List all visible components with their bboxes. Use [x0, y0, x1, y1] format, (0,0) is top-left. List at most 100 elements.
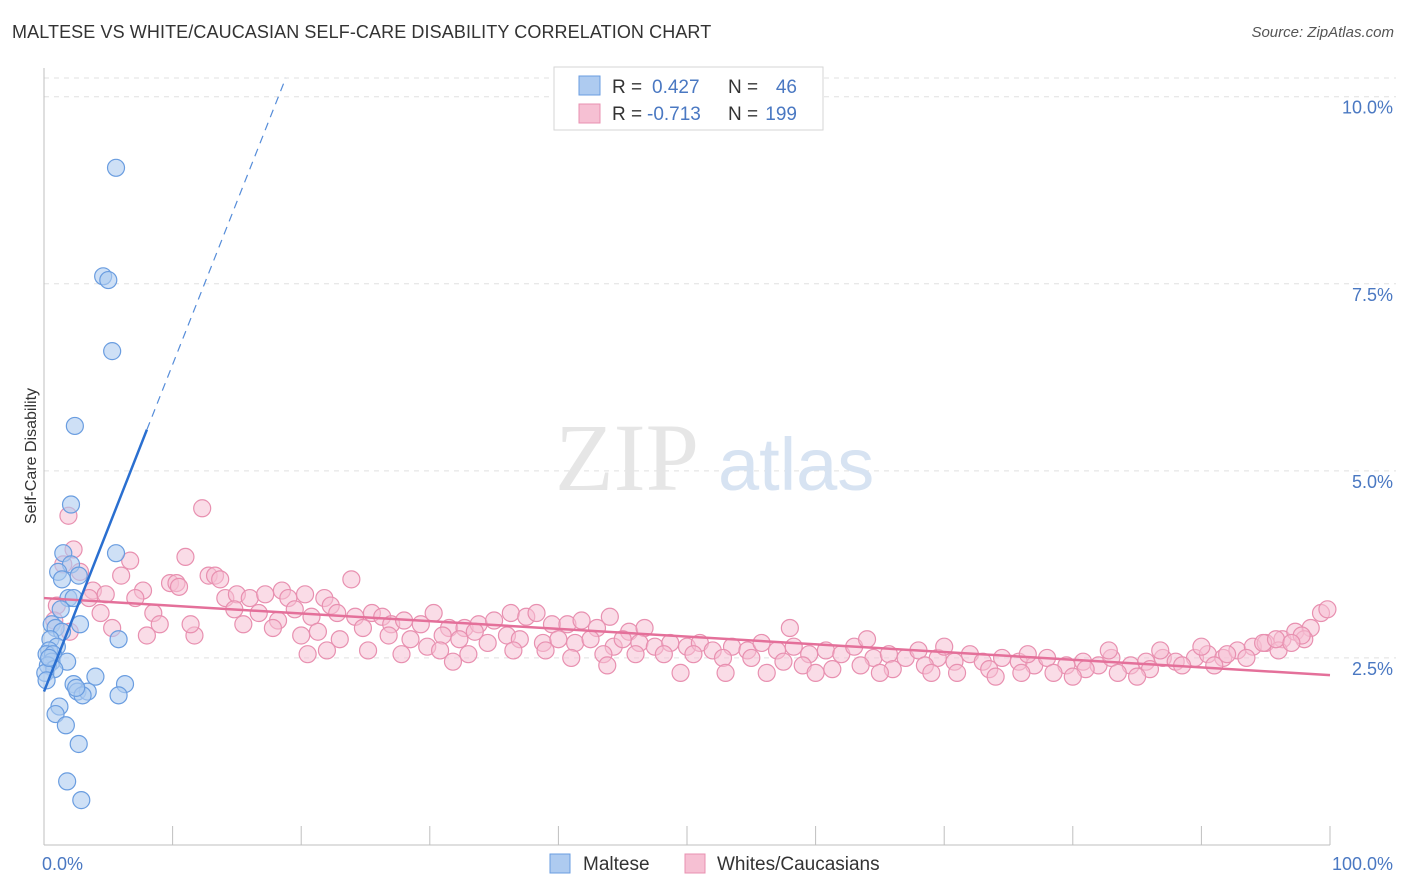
- point-whites-185: [1282, 633, 1301, 653]
- point-whites-48: [501, 603, 520, 623]
- point-whites-177: [757, 663, 776, 682]
- point-whites-180: [922, 663, 941, 682]
- watermark-atlas: atlas: [718, 423, 874, 506]
- point-whites-69: [379, 626, 398, 645]
- trend-line-maltese: [42, 429, 149, 693]
- point-whites-129: [1318, 600, 1337, 619]
- point-whites-149: [947, 663, 967, 682]
- point-whites-164: [1018, 645, 1037, 664]
- point-whites-67: [330, 630, 349, 649]
- point-whites-176: [716, 663, 735, 682]
- point-maltese-0: [106, 158, 126, 177]
- point-whites-36: [328, 603, 347, 623]
- point-whites-178: [806, 663, 825, 682]
- trend-line-whites: [43, 596, 1331, 677]
- x-tick-label-left: 0.0%: [42, 854, 83, 874]
- trend-line-maltese-extension: [146, 77, 287, 430]
- point-whites-135: [536, 641, 555, 660]
- point-whites-72: [433, 626, 452, 645]
- point-whites-70: [401, 630, 420, 649]
- point-whites-13: [169, 577, 189, 596]
- point-maltese-42: [58, 772, 77, 791]
- watermark: ZIP atlas: [555, 404, 874, 511]
- point-whites-171: [298, 645, 317, 664]
- point-whites-136: [562, 648, 581, 668]
- point-whites-4: [176, 547, 195, 567]
- point-whites-173: [443, 652, 463, 671]
- point-whites-35: [302, 607, 321, 626]
- point-whites-165: [1099, 641, 1118, 660]
- point-whites-63: [234, 615, 253, 634]
- point-whites-131: [392, 645, 411, 664]
- point-whites-43: [424, 603, 443, 623]
- point-whites-179: [870, 663, 890, 682]
- point-whites-154: [1108, 663, 1127, 682]
- point-maltese-5: [61, 495, 81, 514]
- tick-labels: 2.5% 5.0% 7.5% 10.0% 0.0% 100.0%: [42, 98, 1393, 874]
- point-whites-133: [459, 645, 478, 664]
- legend-r-label-1: R =: [612, 77, 642, 98]
- point-whites-7: [112, 566, 131, 585]
- y-tick-label-3: 10.0%: [1342, 98, 1393, 118]
- trend-lines: [42, 77, 1331, 693]
- point-whites-94: [784, 637, 803, 656]
- point-maltese-14: [51, 600, 70, 619]
- y-tick-label-0: 2.5%: [1352, 659, 1393, 679]
- point-whites-29: [91, 603, 110, 623]
- point-maltese-11: [69, 566, 88, 585]
- legend-n-value-2: 199: [765, 104, 797, 125]
- point-whites-145: [823, 660, 842, 679]
- point-whites-130: [358, 641, 378, 660]
- watermark-zip: ZIP: [555, 404, 699, 511]
- point-whites-32: [249, 603, 268, 623]
- legend-n-label-2: N =: [728, 104, 758, 125]
- point-maltese-30: [86, 667, 105, 686]
- point-whites-140: [684, 645, 703, 664]
- point-maltese-40: [56, 716, 75, 735]
- legend-r-label-2: R =: [612, 104, 642, 125]
- point-whites-151: [1012, 663, 1031, 682]
- point-whites-141: [713, 648, 733, 668]
- point-whites-181: [986, 667, 1005, 686]
- bottom-legend-label-maltese: Maltese: [583, 854, 650, 875]
- bottom-legend-label-whites: Whites/Caucasians: [717, 854, 880, 875]
- point-whites-184: [1266, 630, 1286, 649]
- point-whites-158: [1237, 648, 1256, 668]
- x-tick-label-right: 100.0%: [1332, 854, 1393, 874]
- point-whites-166: [1151, 641, 1170, 660]
- legend-r-value-1: 0.427: [652, 77, 700, 98]
- legend-n-value-1: 46: [776, 77, 797, 98]
- gridlines: [44, 77, 1396, 659]
- point-whites-132: [430, 641, 450, 660]
- point-whites-152: [1044, 663, 1063, 682]
- chart-title: MALTESE VS WHITE/CAUCASIAN SELF-CARE DIS…: [12, 22, 712, 42]
- point-whites-73: [450, 630, 469, 649]
- source-label: Source: ZipAtlas.com: [1251, 24, 1394, 41]
- point-whites-81: [581, 630, 600, 649]
- point-maltese-10: [52, 570, 72, 589]
- point-whites-66: [308, 622, 328, 641]
- bottom-legend-swatch-whites: [684, 853, 706, 874]
- series-whites-caucasians: [45, 499, 1337, 686]
- point-whites-0: [193, 499, 212, 518]
- point-maltese-39: [46, 704, 65, 724]
- point-maltese-45: [67, 678, 86, 697]
- point-whites-65: [292, 626, 311, 645]
- point-whites-142: [742, 648, 761, 668]
- point-whites-186: [137, 626, 156, 645]
- point-whites-50: [527, 603, 546, 623]
- point-maltese-4: [65, 416, 84, 436]
- series-legend: Maltese Whites/Caucasians: [549, 853, 880, 875]
- point-whites-172: [317, 641, 337, 660]
- point-whites-138: [626, 645, 645, 664]
- point-maltese-41: [69, 734, 88, 754]
- y-tick-label-1: 5.0%: [1352, 472, 1393, 492]
- point-whites-139: [654, 645, 673, 664]
- point-whites-61: [150, 615, 169, 634]
- point-maltese-43: [72, 791, 91, 810]
- point-whites-55: [600, 607, 619, 626]
- point-whites-53: [572, 611, 591, 630]
- point-whites-10: [211, 570, 230, 589]
- point-whites-3: [121, 551, 140, 570]
